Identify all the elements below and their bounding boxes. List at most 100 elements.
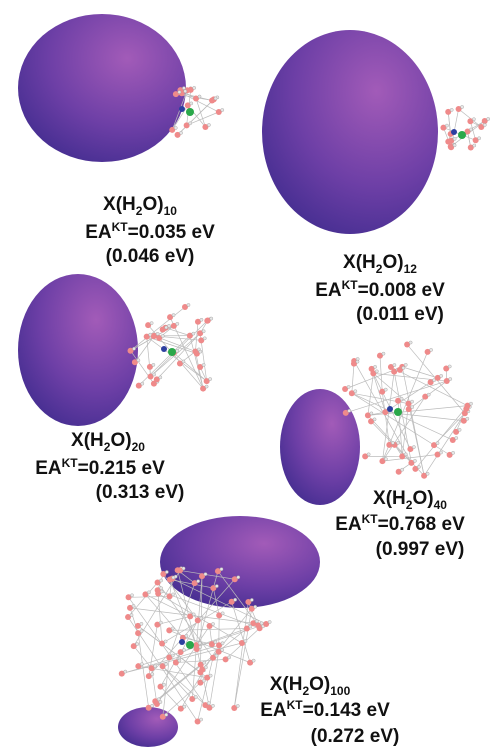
hydrogen xyxy=(483,123,486,126)
hydrogen xyxy=(402,366,405,369)
hydrogen xyxy=(165,713,168,716)
hydrogen xyxy=(348,409,351,412)
hydrogen xyxy=(426,472,429,475)
anion xyxy=(186,641,194,649)
nitrogen xyxy=(179,106,185,112)
hydrogen xyxy=(190,102,193,105)
hydrogen xyxy=(460,105,463,108)
bond xyxy=(380,356,382,392)
hydrogen xyxy=(183,648,186,651)
hydrogen xyxy=(268,620,271,623)
hydrogen xyxy=(171,627,174,630)
electron-affinity: EAKT=0.143 eV xyxy=(260,698,390,721)
hydrogen xyxy=(453,137,456,140)
hydrogen xyxy=(448,365,451,368)
hydrogen xyxy=(347,385,350,388)
electron-affinity: EAKT=0.215 eV xyxy=(35,456,165,479)
hydrogen xyxy=(354,390,357,393)
superscript: KT xyxy=(342,278,359,292)
superscript: KT xyxy=(362,512,379,526)
hydrogen xyxy=(250,598,253,601)
hydrogen xyxy=(204,666,207,669)
bond xyxy=(145,594,182,637)
hydrogen xyxy=(154,665,157,668)
hydrogen xyxy=(466,417,469,420)
hydrogen xyxy=(159,376,162,379)
hydrogen xyxy=(397,441,400,444)
hydrogen xyxy=(221,642,224,645)
hydrogen xyxy=(412,445,415,448)
hydrogen xyxy=(202,330,205,333)
reference-value: (0.997 eV) xyxy=(376,539,465,560)
electron-affinity: EAKT=0.008 eV xyxy=(315,278,445,301)
hydrogen xyxy=(137,359,140,362)
hydrogen xyxy=(187,303,190,306)
hydrogen xyxy=(132,604,135,607)
bond xyxy=(128,583,158,618)
hydrogen xyxy=(183,705,186,708)
hydrogen xyxy=(179,131,182,134)
hydrogen xyxy=(182,360,185,363)
hydrogen xyxy=(140,629,143,632)
formula-head: X(H xyxy=(103,194,136,215)
hydrogen xyxy=(384,388,387,391)
hydrogen xyxy=(400,397,403,400)
hydrogen xyxy=(413,459,416,462)
hydrogen xyxy=(252,659,255,662)
orbital xyxy=(118,707,178,747)
hydrogen xyxy=(132,347,135,350)
formula-tail: O) xyxy=(110,430,131,451)
hydrogen xyxy=(151,673,154,676)
hydrogen xyxy=(184,90,187,93)
hydrogen xyxy=(160,587,163,590)
hydrogen xyxy=(198,642,201,645)
hydrogen xyxy=(200,718,203,721)
hydrogen xyxy=(182,86,185,89)
hydrogen xyxy=(165,663,168,666)
nitrogen xyxy=(451,129,457,135)
formula: X(H2O)10 xyxy=(103,194,177,218)
hydrogen xyxy=(430,348,433,351)
bond xyxy=(402,367,437,378)
hydrogen xyxy=(236,704,239,707)
formula-head: X(H xyxy=(373,488,406,509)
hydrogen xyxy=(439,451,442,454)
hydrogen xyxy=(130,613,133,616)
hydrogen xyxy=(410,400,413,403)
hydrogen xyxy=(198,95,201,98)
hydrogen xyxy=(427,393,430,396)
hydrogen xyxy=(440,374,443,377)
orbital xyxy=(160,516,320,608)
hydrogen xyxy=(161,334,164,337)
hydrogen xyxy=(171,593,174,596)
hydrogen xyxy=(159,579,162,582)
hydrogen xyxy=(172,313,175,316)
hydrogen xyxy=(152,373,155,376)
hydrogen xyxy=(172,576,175,579)
hydrogen xyxy=(221,612,224,615)
ea-value: =0.143 eV xyxy=(303,700,390,721)
ea-value: =0.035 eV xyxy=(128,222,215,243)
anion xyxy=(168,348,176,356)
formula-head: X(H xyxy=(71,430,104,451)
subscript: 40 xyxy=(434,498,448,512)
bond xyxy=(147,337,151,377)
superscript: KT xyxy=(287,698,304,712)
hydrogen xyxy=(178,90,181,93)
hydrogen xyxy=(445,124,448,127)
electron-affinity: EAKT=0.768 eV xyxy=(335,512,465,535)
hydrogen xyxy=(162,683,165,686)
ea-value: =0.008 eV xyxy=(358,280,445,301)
orbital xyxy=(280,389,360,505)
hydrogen xyxy=(473,144,476,147)
ea-name: EA xyxy=(85,222,112,243)
hydrogen xyxy=(356,360,359,363)
ea-name: EA xyxy=(35,458,62,479)
reference-value: (0.272 eV) xyxy=(311,726,400,747)
nitrogen xyxy=(179,639,185,645)
subscript: 20 xyxy=(132,440,146,454)
hydrogen xyxy=(374,365,377,368)
hydrogen xyxy=(140,663,143,666)
hydrogen xyxy=(436,442,439,445)
hydrogen xyxy=(367,453,370,456)
